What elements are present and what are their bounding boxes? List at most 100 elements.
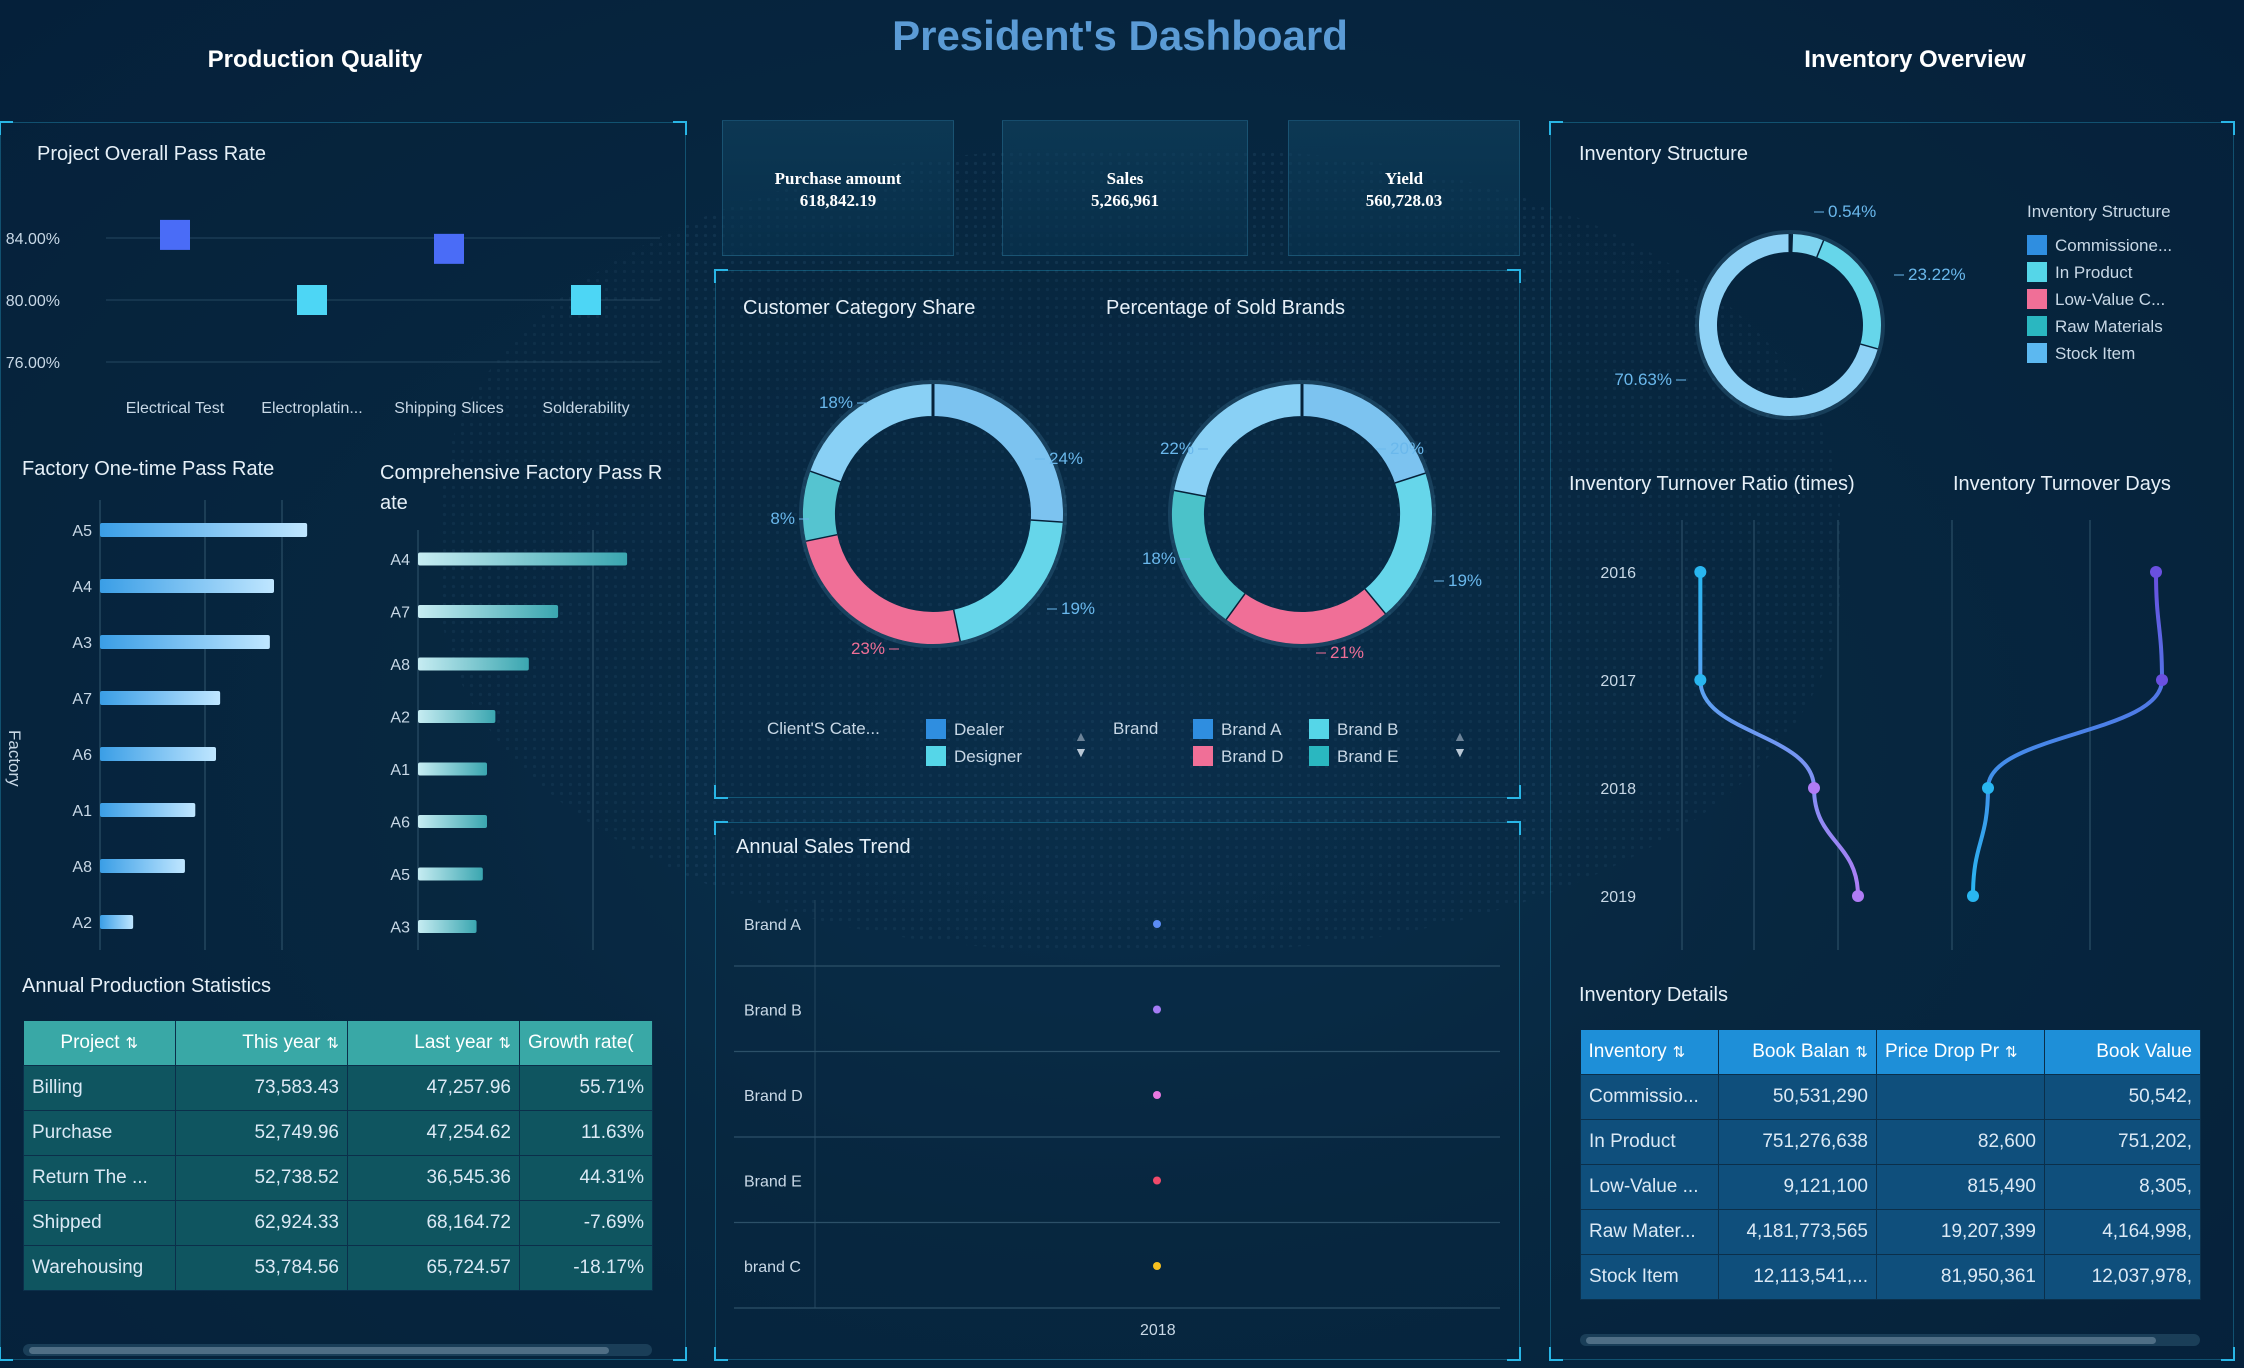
col-header[interactable]: Inventory ⇅ (1580, 1030, 1719, 1074)
inv-details-title: Inventory Details (1579, 984, 1728, 1006)
left-heading: Production Quality (207, 46, 423, 73)
legend-item-brand-e[interactable]: Brand E (1309, 746, 1398, 767)
legend-swatch (2027, 262, 2047, 282)
table-row[interactable]: Low-Value ... 9,121,100 815,490 8,305, (1580, 1163, 2201, 1210)
legend-item-brand-d[interactable]: Brand D (1193, 746, 1283, 767)
scrollbar-thumb[interactable] (1586, 1337, 2156, 1344)
col-header[interactable]: Last year ⇅ (347, 1021, 520, 1065)
legend-label: Brand A (1221, 720, 1282, 739)
table-cell: 52,749.96 (175, 1109, 348, 1156)
x-tick: Electrical Test (126, 400, 225, 417)
slice-label: 22% (1160, 439, 1194, 458)
y-tick: 2016 (1600, 565, 1636, 582)
legend-item[interactable]: Low-Value C... (2027, 289, 2165, 310)
table-header-row: Inventory ⇅ Book Balan ⇅ Price Drop Pr ⇅ Bo… (1580, 1030, 2201, 1074)
data-point (1153, 1176, 1161, 1185)
kpi-sales: Sales 5,266,961 (1002, 120, 1248, 256)
legend-item[interactable]: Stock Item (2027, 343, 2135, 364)
table-cell: 47,257.96 (347, 1064, 520, 1111)
col-header-label: Book Value (2096, 1040, 2192, 1062)
horizontal-scrollbar[interactable] (1580, 1334, 2200, 1346)
legend-swatch (2027, 343, 2047, 363)
bar-label: A6 (72, 747, 92, 764)
table-cell: 52,738.52 (175, 1154, 348, 1201)
factory-pass-title: Factory One-time Pass Rate (22, 458, 275, 480)
legend-swatch (926, 746, 946, 766)
table-row[interactable]: Purchase 52,749.96 47,254.62 11.63% (23, 1109, 653, 1156)
horizontal-scrollbar[interactable] (23, 1344, 652, 1356)
table-row[interactable]: Billing 73,583.43 47,257.96 55.71% (23, 1064, 653, 1111)
category-label: Brand B (744, 1003, 802, 1020)
bar (100, 523, 308, 537)
table-cell: 11.63% (519, 1109, 653, 1156)
bar-label: A6 (390, 815, 410, 832)
sort-icon[interactable]: ⇅ (498, 1034, 511, 1052)
legend-pager-arrows[interactable]: ▲ ▼ (1453, 728, 1467, 760)
right-heading: Inventory Overview (1804, 46, 2026, 73)
table-cell: Shipped (23, 1199, 176, 1246)
sort-icon[interactable]: ⇅ (125, 1034, 139, 1052)
table-cell: Return The ... (23, 1154, 176, 1201)
table-row[interactable]: In Product 751,276,638 82,600 751,202, (1580, 1118, 2201, 1165)
col-header[interactable]: Growth rate( (519, 1021, 653, 1065)
table-row[interactable]: Warehousing 53,784.56 65,724.57 -18.17% (23, 1244, 653, 1291)
table-row[interactable]: Shipped 62,924.33 68,164.72 -7.69% (23, 1199, 653, 1246)
table-row[interactable]: Return The ... 52,738.52 36,545.36 44.31% (23, 1154, 653, 1201)
series-line (1698, 572, 1860, 897)
table-row[interactable]: Raw Mater... 4,181,773,565 19,207,399 4,164… (1580, 1208, 2201, 1255)
legend-item[interactable]: Commissione... (2027, 235, 2172, 256)
legend-swatch (1309, 719, 1329, 739)
bar-label: A4 (72, 579, 92, 596)
legend-item[interactable]: In Product (2027, 262, 2133, 283)
legend-swatch (1193, 746, 1213, 766)
bar-label: A1 (72, 803, 92, 820)
legend-item-designer[interactable]: Designer (926, 746, 1022, 767)
kpi-value: 5,266,961 (1091, 191, 1159, 210)
col-header[interactable]: Book Value (2044, 1030, 2201, 1074)
sort-icon[interactable]: ⇅ (1855, 1043, 1868, 1061)
scatter-point (434, 233, 464, 264)
data-point (1982, 782, 1994, 794)
table-row[interactable]: Stock Item 12,113,541,... 81,950,361 12,037… (1580, 1253, 2201, 1300)
comp-pass-title-line1: Comprehensive Factory Pass R (380, 462, 663, 484)
donut-slice (1817, 240, 1881, 350)
down-arrow-icon[interactable]: ▼ (1074, 744, 1088, 760)
legend-item-brand-a[interactable]: Brand A (1193, 719, 1282, 740)
table-cell: Purchase (23, 1109, 176, 1156)
table-cell: 4,164,998, (2044, 1208, 2201, 1255)
down-arrow-icon[interactable]: ▼ (1453, 744, 1467, 760)
table-row[interactable]: Commissio... 50,531,290 50,542, (1580, 1073, 2201, 1120)
col-header[interactable]: Project ⇅ (23, 1021, 176, 1065)
sales-trend-chart: Brand A Brand B Brand D Brand E brand C (734, 900, 1500, 1309)
sort-icon[interactable]: ⇅ (326, 1034, 339, 1052)
x-tick: Shipping Slices (394, 400, 503, 417)
col-header-label: Book Balan (1752, 1040, 1850, 1062)
donut-halo (1168, 380, 1436, 648)
table-cell: Raw Mater... (1580, 1208, 1719, 1255)
legend-item-dealer[interactable]: Dealer (926, 719, 1004, 740)
col-header[interactable]: Book Balan ⇅ (1718, 1030, 1877, 1074)
table-cell: 751,202, (2044, 1118, 2201, 1165)
legend-item[interactable]: Raw Materials (2027, 316, 2163, 337)
donut-slice (952, 520, 1063, 642)
pass-rate-chart: 84.00% 80.00% 76.00% Electrical Test Ele… (6, 219, 660, 417)
up-arrow-icon[interactable]: ▲ (1453, 728, 1467, 744)
table-cell: 55.71% (519, 1064, 653, 1111)
bar-label: A3 (390, 920, 410, 937)
legend-item-brand-b[interactable]: Brand B (1309, 719, 1398, 740)
table-cell: 50,531,290 (1718, 1073, 1877, 1120)
legend-swatch (1309, 746, 1329, 766)
comp-pass-title-line2: ate (380, 492, 408, 514)
scrollbar-thumb[interactable] (29, 1347, 609, 1354)
col-header[interactable]: Price Drop Pr ⇅ (1876, 1030, 2045, 1074)
donut-halo (1695, 230, 1885, 420)
col-header[interactable]: This year ⇅ (175, 1021, 348, 1065)
sort-icon[interactable]: ⇅ (2005, 1043, 2018, 1061)
slice-label: 19% (1061, 599, 1095, 618)
up-arrow-icon[interactable]: ▲ (1074, 728, 1088, 744)
legend-pager-arrows[interactable]: ▲ ▼ (1074, 728, 1088, 760)
col-header-label: Inventory (1588, 1040, 1667, 1062)
bar (418, 552, 628, 566)
sort-icon[interactable]: ⇅ (1672, 1043, 1686, 1061)
donut-slice (1225, 589, 1385, 644)
